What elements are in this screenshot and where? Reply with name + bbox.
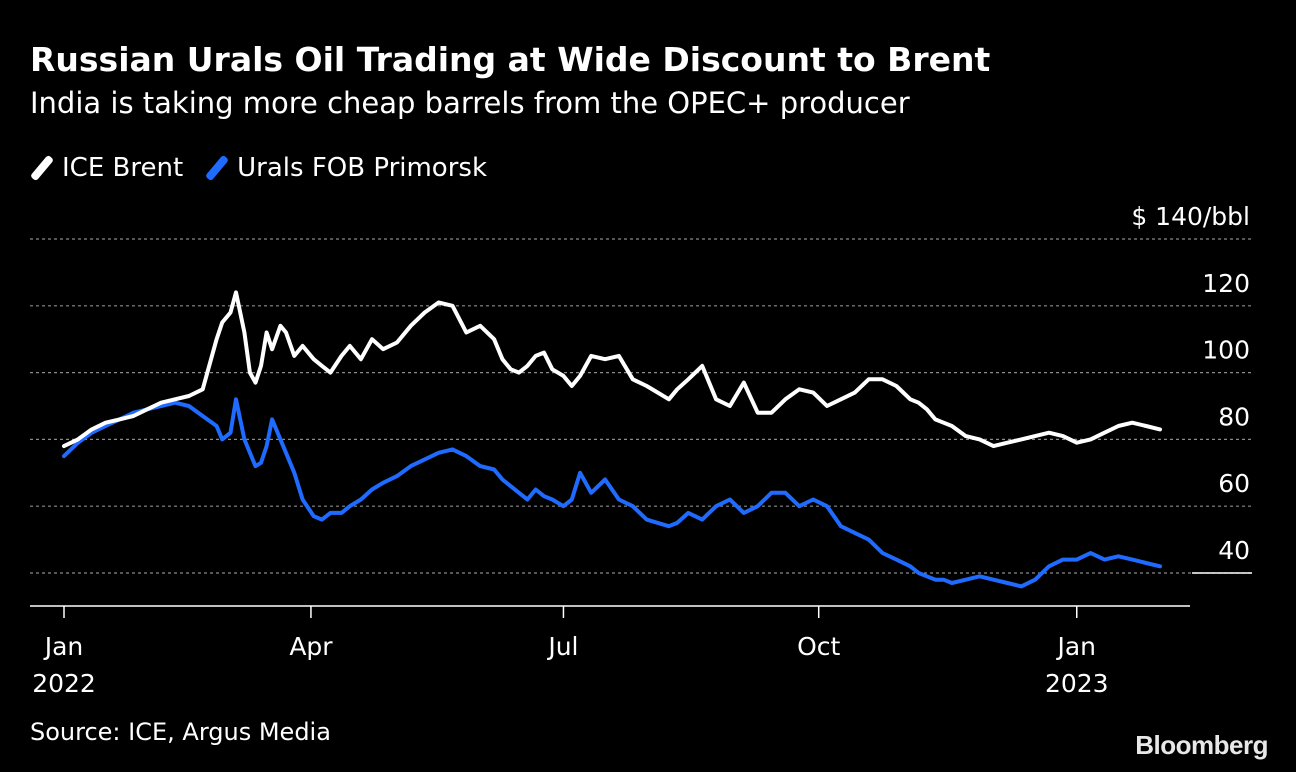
y-tick-label-80: 80 [1218, 402, 1250, 431]
y-tick-label-120: 120 [1202, 269, 1250, 298]
chart-title: Russian Urals Oil Trading at Wide Discou… [30, 40, 991, 79]
legend: ICE Brent Urals FOB Primorsk [29, 150, 509, 186]
chart-subtitle: India is taking more cheap barrels from … [30, 86, 910, 120]
source-note: Source: ICE, Argus Media [30, 718, 331, 746]
bloomberg-logo: Bloomberg [1135, 730, 1268, 760]
series-line-urals-fob-primorsk [62, 397, 1162, 589]
legend-item-urals: Urals FOB Primorsk [205, 153, 487, 183]
x-tick-label-jan: Jan [43, 632, 84, 661]
x-tick-label-jul: Jul [546, 632, 578, 661]
legend-label-urals: Urals FOB Primorsk [237, 153, 488, 183]
series-line-ice-brent [62, 290, 1162, 449]
x-tick-year-2022: 2022 [32, 669, 96, 698]
x-tick-label-oct: Oct [797, 632, 840, 661]
x-tick-year-2023: 2023 [1045, 669, 1109, 698]
y-tick-label-60: 60 [1218, 469, 1250, 498]
y-tick-label-40: 40 [1218, 536, 1250, 565]
x-tick-label-jan: Jan [1055, 632, 1096, 661]
y-tick-label-140: $ 140/bbl [1131, 202, 1250, 231]
x-tick-label-apr: Apr [289, 632, 333, 661]
legend-label-brent: ICE Brent [62, 153, 184, 183]
y-tick-label-100: 100 [1202, 336, 1250, 365]
legend-item-brent: ICE Brent [29, 153, 184, 183]
